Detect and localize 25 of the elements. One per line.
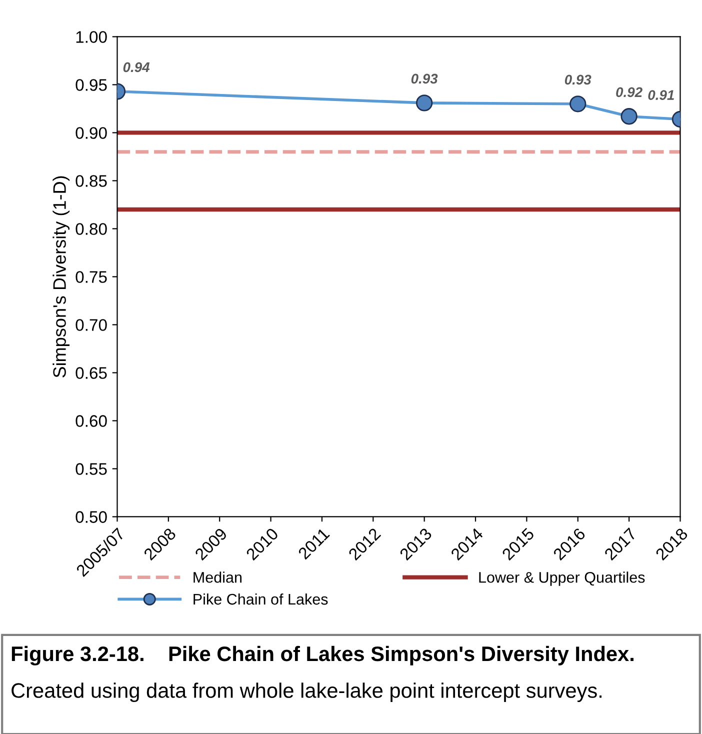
point (416, 94, 433, 112)
y-tick-label: 1.00 (76, 31, 107, 43)
data-label: 0.93 (564, 74, 592, 85)
y-tick-label: 0.55 (76, 463, 107, 475)
data-label: 0.91 (648, 90, 674, 100)
data-label: 0.93 (411, 74, 438, 84)
y-tick-label: 0.50 (76, 511, 107, 523)
y-tick-label: 0.95 (76, 79, 107, 91)
legend-label: Median (194, 572, 242, 583)
y-tick-label: 0.70 (76, 319, 107, 331)
data-label: 0.94 (123, 62, 150, 72)
y-tick-label: 0.85 (76, 175, 107, 187)
y-tick-label: 0.90 (76, 127, 107, 139)
y-tick-label: 0.75 (76, 271, 107, 283)
text: Created using data from whole lake-lake point intercept surveys. (12, 682, 602, 702)
caption: Figure 3.2-18. Pike Chain of Lakes Simpson's Diversity Index. (12, 646, 634, 666)
legend-label: Lower & Upper Quartiles (479, 572, 645, 586)
y-tick-label: 0.60 (76, 415, 107, 427)
point (620, 108, 638, 125)
legend-label: Pike Chain of Lakes (194, 593, 328, 605)
point (570, 96, 586, 112)
y-tick-label: 0.80 (76, 223, 107, 235)
data-label: 0.92 (616, 87, 642, 98)
y-axis-title: Simpson's Diversity (1-D) (52, 176, 70, 378)
y-tick-label: 0.65 (76, 367, 107, 379)
